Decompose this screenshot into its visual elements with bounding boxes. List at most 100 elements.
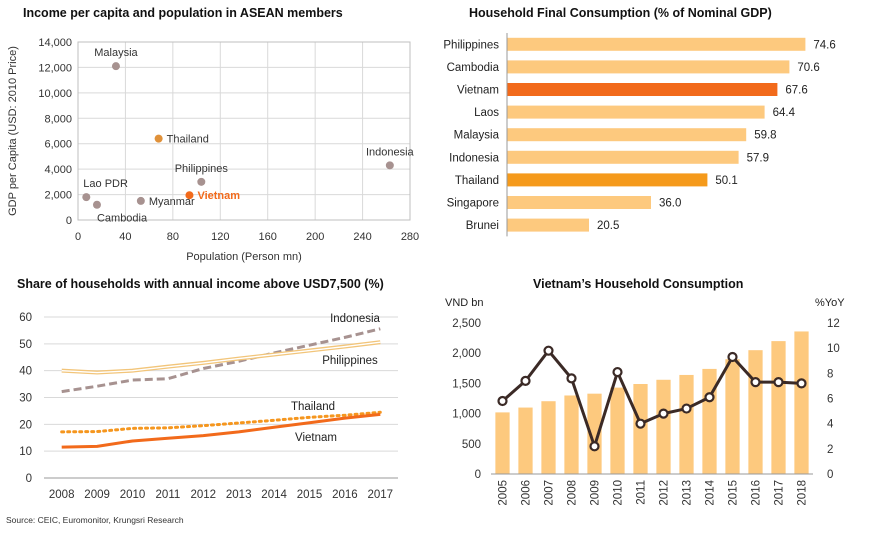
series-line: [60, 410, 382, 434]
x-tick-label: 2010: [120, 489, 146, 501]
x-tick-label: 2008: [49, 489, 75, 501]
yoy-marker: [681, 403, 692, 414]
x-tick-label: 2015: [297, 489, 323, 501]
bar: [771, 341, 786, 474]
bar: [702, 368, 717, 474]
bar-category-label: Brunei: [466, 220, 499, 232]
yoy-marker: [589, 441, 600, 452]
bar-value-label: 67.6: [785, 85, 807, 97]
scatter-point: [197, 177, 206, 186]
bar: [507, 150, 739, 164]
yoy-marker: [566, 373, 577, 384]
x-tick-label: 80: [167, 231, 179, 243]
series-line: [61, 327, 381, 394]
x-tick-label: 2013: [226, 489, 252, 501]
series-label: Vietnam: [295, 432, 337, 444]
combo-title: Vietnam’s Household Consumption: [533, 277, 744, 291]
scatter-panel: Income per capita and population in ASEA…: [0, 0, 435, 265]
scatter-point: [92, 200, 101, 209]
vn-consumption-panel: Vietnam’s Household Consumption VND bn %Y…: [435, 265, 870, 533]
x-tick-label: 2007: [544, 480, 556, 506]
scatter-point: [385, 161, 394, 170]
bar-category-label: Vietnam: [457, 85, 499, 97]
bar: [587, 393, 602, 474]
x-tick-label: 2016: [751, 480, 763, 506]
yoy-marker: [612, 366, 623, 378]
bar: [610, 387, 625, 474]
bar: [679, 374, 694, 474]
x-tick-label: 2011: [156, 489, 181, 501]
plot-frame: [77, 41, 411, 221]
x-tick-label: 2015: [728, 480, 740, 506]
point-label: Indonesia: [366, 146, 415, 158]
bar: [507, 196, 651, 209]
x-tick-label: 40: [119, 231, 131, 243]
right-tick-label: 2: [827, 444, 833, 456]
x-tick-label: 2009: [84, 489, 110, 501]
yoy-marker: [497, 395, 508, 407]
point-label: Cambodia: [97, 213, 148, 225]
x-tick-label: 2012: [659, 480, 671, 506]
income-share-panel: Share of households with annual income a…: [0, 265, 435, 515]
scatter-point: [82, 193, 91, 202]
y-tick-label: 8,000: [44, 113, 72, 125]
series-label: Thailand: [291, 401, 335, 413]
y-tick-label: 30: [19, 393, 32, 405]
y-tick-label: 40: [19, 366, 32, 378]
bar: [507, 37, 806, 51]
scatter-point: [154, 134, 163, 143]
bar-value-label: 74.6: [813, 39, 835, 51]
bar-category-label: Cambodia: [447, 62, 500, 74]
bar-value-label: 64.4: [773, 107, 796, 119]
combo-chart: VND bn %YoY 0 500 1,000 1,500 2,000 2,500 0 2 4 6 8 1…: [445, 297, 845, 506]
point-label: Thailand: [167, 134, 209, 146]
bar: [507, 60, 790, 74]
bar-value-label: 57.9: [747, 152, 769, 164]
bar-category-label: Philippines: [443, 39, 499, 51]
left-tick-label: 2,000: [452, 348, 481, 360]
point-label: Myanmar: [149, 196, 195, 208]
y-tick-label: 10,000: [38, 88, 72, 100]
y-tick-label: 0: [66, 215, 72, 227]
right-tick-label: 10: [827, 343, 840, 355]
bar-category-label: Singapore: [447, 198, 499, 210]
hbar-chart: Philippines 74.6 Cambodia 70.6 Vietnam 67.6 La…: [443, 33, 836, 237]
series-line: [61, 412, 381, 449]
y-tick-label: 4,000: [44, 164, 72, 176]
bar: [507, 128, 747, 142]
bar-value-label: 36.0: [659, 198, 681, 210]
yoy-marker: [704, 392, 715, 403]
bar-value-label: 59.8: [754, 130, 776, 142]
right-tick-label: 12: [827, 318, 840, 330]
x-tick-label: 2018: [797, 480, 809, 506]
yoy-marker: [520, 375, 531, 386]
x-tick-label: 2013: [682, 480, 694, 506]
x-tick-label: 200: [306, 231, 324, 243]
scatter-title: Income per capita and population in ASEA…: [23, 6, 343, 20]
point-label: Lao PDR: [83, 178, 128, 190]
x-axis-label: Population (Person mn): [186, 251, 302, 263]
left-tick-label: 500: [462, 439, 481, 451]
bar: [564, 395, 579, 474]
bar-category-label: Thailand: [455, 175, 499, 187]
y-tick-label: 20: [19, 419, 32, 431]
bar-category-label: Malaysia: [454, 130, 500, 142]
x-tick-label: 160: [259, 231, 277, 243]
yoy-marker: [635, 418, 646, 429]
x-tick-label: 2006: [521, 480, 533, 506]
x-tick-label: 120: [211, 231, 229, 243]
y-tick-label: 10: [19, 446, 32, 458]
bar-value-label: 70.6: [797, 62, 819, 74]
bar: [794, 331, 809, 474]
x-tick-label: 240: [353, 231, 371, 243]
bar: [518, 407, 533, 474]
yoy-line: [501, 349, 802, 448]
yoy-marker: [796, 378, 807, 389]
x-tick-label: 280: [401, 231, 419, 243]
bar: [541, 401, 556, 474]
x-tick-label: 2009: [590, 480, 602, 506]
right-axis-unit: %YoY: [815, 297, 845, 309]
line-title: Share of households with annual income a…: [17, 277, 384, 291]
left-tick-label: 1,000: [452, 409, 481, 421]
yoy-marker: [543, 345, 554, 356]
